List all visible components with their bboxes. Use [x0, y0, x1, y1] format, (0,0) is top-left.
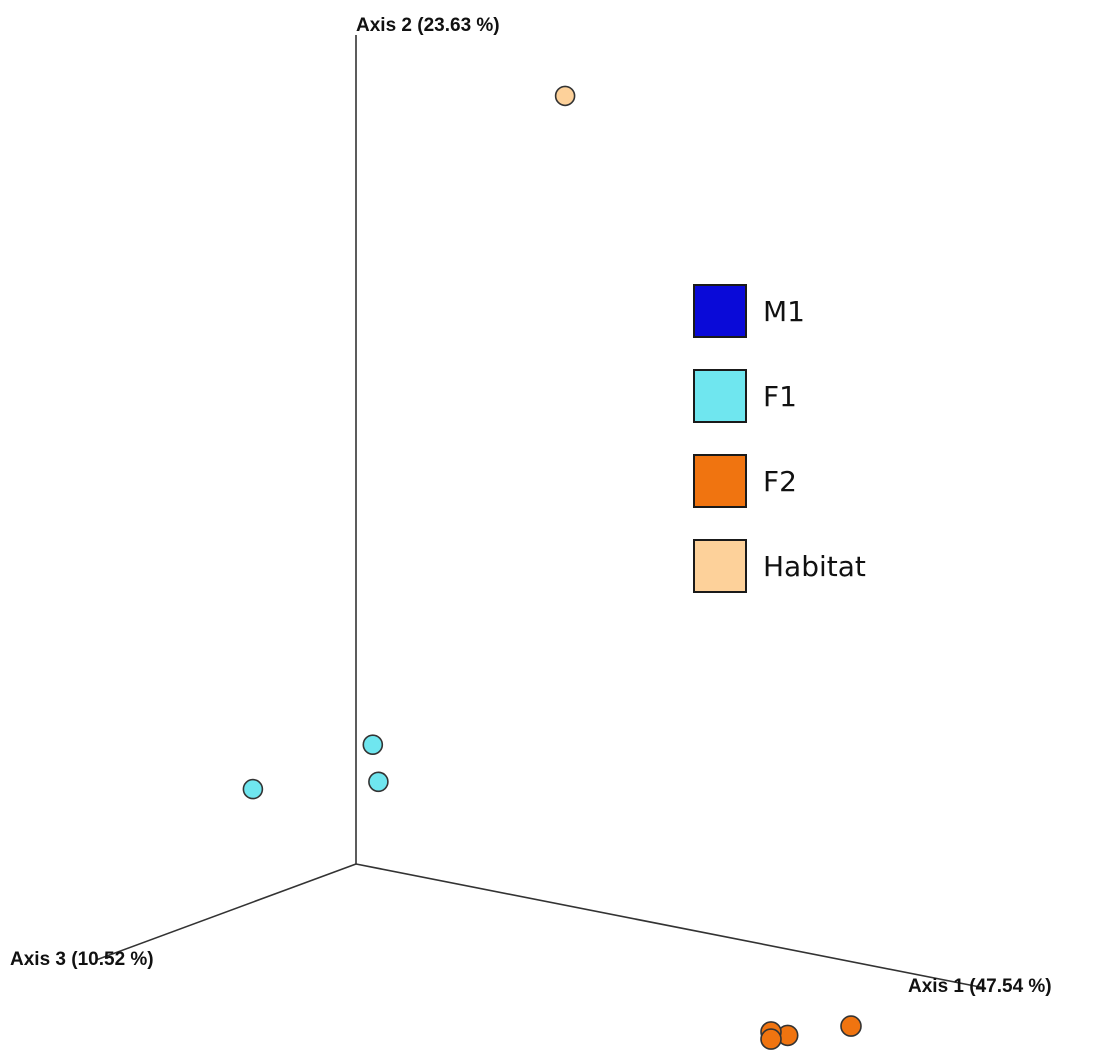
legend-swatch-f1: [693, 369, 747, 423]
legend-swatch-habitat: [693, 539, 747, 593]
point-f2-4: [760, 1028, 782, 1050]
data-points: [242, 85, 862, 1050]
point-habitat-1: [554, 85, 576, 107]
axis-2-label: Axis 2 (23.63 %): [356, 15, 500, 36]
axis-1-label: Axis 1 (47.54 %): [908, 976, 1052, 997]
legend: M1 F1 F2 Habitat: [693, 282, 953, 622]
point-f2-1: [840, 1015, 862, 1037]
axis-3-label: Axis 3 (10.52 %): [10, 949, 154, 970]
point-f1-2: [362, 734, 384, 756]
legend-item-habitat: Habitat: [693, 537, 953, 595]
legend-label-f1: F1: [763, 379, 797, 413]
series-f2: [760, 1015, 862, 1050]
axis-1-line: [355, 863, 986, 989]
legend-label-habitat: Habitat: [763, 549, 866, 583]
point-f1-1: [242, 778, 264, 800]
legend-label-f2: F2: [763, 464, 797, 498]
series-f1: [242, 734, 389, 800]
legend-item-f2: F2: [693, 452, 953, 510]
legend-swatch-f2: [693, 454, 747, 508]
axis-3-line: [95, 863, 357, 961]
axes: Axis 2 (23.63 %) Axis 1 (47.54 %) Axis 3 (…: [10, 15, 1052, 997]
series-habitat: [554, 85, 576, 107]
legend-swatch-m1: [693, 284, 747, 338]
legend-label-m1: M1: [763, 294, 805, 328]
legend-item-f1: F1: [693, 367, 953, 425]
legend-item-m1: M1: [693, 282, 953, 340]
point-f1-3: [368, 771, 389, 793]
